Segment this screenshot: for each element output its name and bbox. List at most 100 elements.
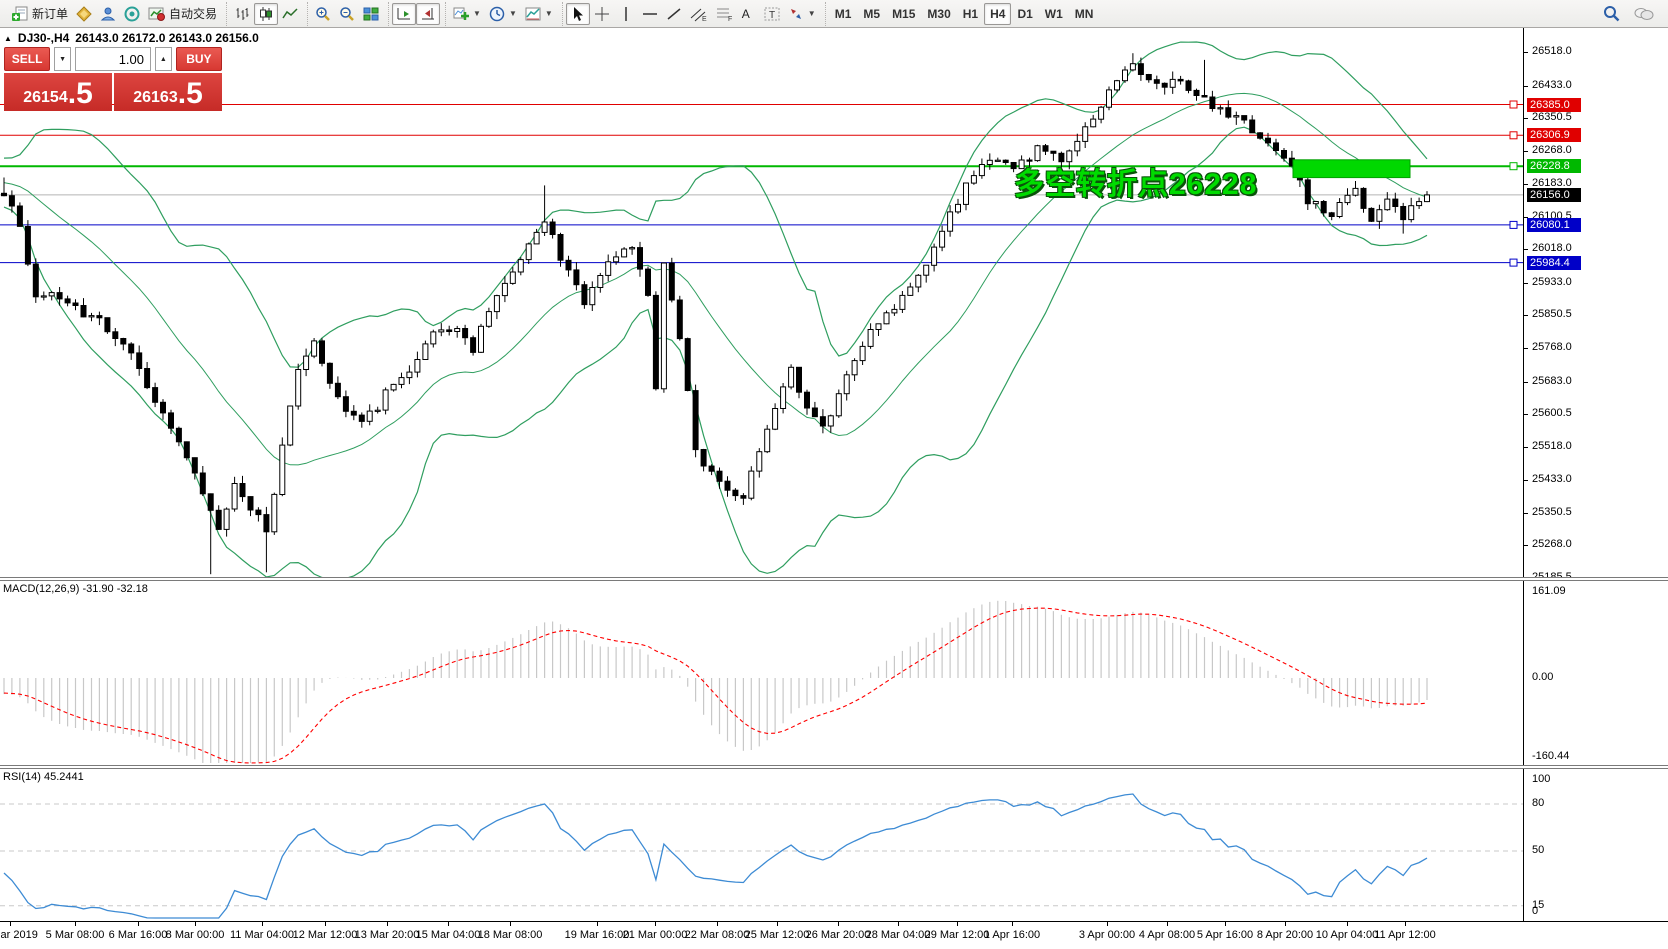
volume-increase-button[interactable]: ▲ bbox=[155, 47, 172, 71]
chevron-down-icon: ▼ bbox=[473, 9, 481, 18]
auto-scroll-button[interactable] bbox=[392, 2, 417, 25]
price-tick-label: 25768.0 bbox=[1532, 341, 1572, 354]
signals-button[interactable] bbox=[120, 3, 144, 25]
chart-ohlc-row: ▲ DJ30-,H4 26143.0 26172.0 26143.0 26156… bbox=[4, 31, 259, 45]
time-tick-mark bbox=[138, 922, 139, 926]
tf-M5[interactable]: M5 bbox=[857, 3, 886, 25]
text-label: A bbox=[741, 6, 750, 21]
crosshair-button[interactable] bbox=[590, 3, 614, 25]
sell-price-button[interactable]: 26154 .5 bbox=[4, 73, 112, 111]
arrows-button[interactable]: ▼ bbox=[784, 3, 820, 25]
time-tick-label: 4 Mar 2019 bbox=[0, 929, 38, 941]
tf-MN[interactable]: MN bbox=[1069, 3, 1100, 25]
periods-icon bbox=[489, 6, 505, 22]
price-level-badge: 26385.0 bbox=[1527, 97, 1581, 112]
symbol-period-label: DJ30-,H4 bbox=[17, 31, 70, 45]
tf-D1[interactable]: D1 bbox=[1011, 3, 1038, 25]
pane-separator-rsi[interactable] bbox=[0, 765, 1668, 769]
buy-button[interactable]: BUY bbox=[175, 47, 222, 71]
zoom-in-icon bbox=[315, 6, 331, 22]
volume-input[interactable] bbox=[75, 47, 151, 71]
sell-button[interactable]: SELL bbox=[4, 47, 51, 71]
toolbar: 新订单 自动交易 ▼ ▼ ▼ E F A T ▼ M1 M5 M15 M30 H1 H4 D1 W1 MN bbox=[0, 0, 1668, 28]
tf-W1[interactable]: W1 bbox=[1039, 3, 1069, 25]
tf-M5-label: M5 bbox=[863, 6, 881, 21]
zoom-in-button[interactable] bbox=[311, 3, 335, 25]
tf-H1[interactable]: H1 bbox=[957, 3, 984, 25]
tf-M15[interactable]: M15 bbox=[886, 3, 921, 25]
chevron-down-icon: ▼ bbox=[508, 9, 517, 18]
cursor-button[interactable] bbox=[565, 2, 590, 25]
tf-M1[interactable]: M1 bbox=[829, 3, 858, 25]
price-tick-label: 26183.0 bbox=[1532, 177, 1572, 190]
price-tick-mark bbox=[1524, 381, 1528, 383]
price-level-badge: 25984.4 bbox=[1527, 255, 1581, 270]
price-tick-mark bbox=[1524, 249, 1528, 251]
templates-button[interactable]: ▼ bbox=[521, 3, 557, 25]
bar-chart-button[interactable] bbox=[230, 3, 254, 25]
trendline-button[interactable] bbox=[662, 3, 686, 25]
price-level-badge: 26080.1 bbox=[1527, 217, 1581, 232]
text-button[interactable]: A bbox=[738, 3, 760, 25]
time-tick-mark bbox=[262, 922, 263, 926]
price-tick-mark bbox=[1524, 480, 1528, 482]
price-tick-mark bbox=[1524, 85, 1528, 87]
chat-button[interactable] bbox=[1630, 3, 1658, 25]
candlestick-chart-button[interactable] bbox=[254, 2, 279, 25]
time-tick-label: 12 Mar 12:00 bbox=[292, 929, 358, 941]
collapse-arrow-icon[interactable]: ▲ bbox=[4, 33, 12, 43]
zoom-out-icon bbox=[339, 6, 355, 22]
time-tick-label: 26 Mar 20:00 bbox=[805, 929, 871, 941]
indicators-button[interactable]: ▼ bbox=[449, 3, 485, 25]
toolbar-group bbox=[226, 1, 305, 26]
tf-H4-label: H4 bbox=[990, 6, 1006, 21]
line-chart-icon bbox=[282, 6, 298, 22]
search-button[interactable] bbox=[1599, 3, 1624, 25]
new-order-button[interactable]: 新订单 bbox=[7, 3, 72, 25]
volume-decrease-button[interactable]: ▼ bbox=[54, 47, 71, 71]
auto-trading-button[interactable]: 自动交易 bbox=[144, 3, 221, 25]
time-tick-label: 1 Apr 16:00 bbox=[983, 929, 1041, 941]
time-tick-label: 15 Mar 04:00 bbox=[415, 929, 481, 941]
pane-separator-macd[interactable] bbox=[0, 577, 1668, 581]
time-tick-mark bbox=[1012, 922, 1013, 926]
price-tick-mark bbox=[1524, 52, 1528, 53]
time-tick-mark bbox=[898, 922, 899, 926]
price-tick-label: 26518.0 bbox=[1532, 45, 1572, 57]
user-profile-button[interactable] bbox=[96, 3, 120, 25]
horizontal-line-button[interactable] bbox=[638, 3, 662, 25]
sell-price-big: .5 bbox=[67, 77, 93, 110]
zoom-out-button[interactable] bbox=[335, 3, 359, 25]
toolbar-group: M1 M5 M15 M30 H1 H4 D1 W1 MN bbox=[824, 1, 1103, 26]
text-label-button[interactable]: T bbox=[760, 3, 784, 25]
tf-M15-label: M15 bbox=[892, 6, 916, 21]
periods-button[interactable]: ▼ bbox=[485, 3, 521, 25]
time-tick-mark bbox=[325, 922, 326, 926]
time-tick-mark bbox=[448, 922, 449, 926]
line-chart-button[interactable] bbox=[278, 3, 302, 25]
time-axis[interactable]: 4 Mar 2019 5 Mar 08:006 Mar 16:008 Mar 00… bbox=[0, 921, 1668, 949]
chart-shift-button[interactable] bbox=[416, 2, 441, 25]
candlestick-chart-icon bbox=[258, 6, 274, 22]
price-tick-mark bbox=[1524, 446, 1528, 448]
new-order-label: 新订单 bbox=[32, 7, 69, 21]
vertical-line-button[interactable] bbox=[614, 3, 638, 25]
price-tick-mark bbox=[1524, 150, 1528, 152]
tf-D1-label: D1 bbox=[1017, 6, 1033, 21]
tile-windows-button[interactable] bbox=[359, 3, 383, 25]
price-tick-label: 26350.5 bbox=[1532, 111, 1572, 124]
price-tick-label: 25850.5 bbox=[1532, 308, 1572, 321]
user-profile-icon bbox=[100, 6, 116, 22]
time-tick-mark bbox=[1405, 922, 1406, 926]
mql-community-button[interactable] bbox=[72, 3, 96, 25]
price-tick-label: 26018.0 bbox=[1532, 242, 1572, 255]
tf-M30[interactable]: M30 bbox=[921, 3, 956, 25]
buy-price-button[interactable]: 26163 .5 bbox=[114, 73, 222, 111]
price-axis[interactable]: 26518.0 26433.0 26350.5 26268.0 26183.0 26100… bbox=[1523, 28, 1668, 921]
tf-H4[interactable]: H4 bbox=[984, 2, 1012, 25]
equidistant-channel-button[interactable]: E bbox=[686, 3, 712, 25]
time-tick-mark bbox=[597, 922, 598, 926]
fibonacci-button[interactable]: F bbox=[712, 3, 738, 25]
toolbar-group: E F A T ▼ bbox=[561, 1, 823, 26]
